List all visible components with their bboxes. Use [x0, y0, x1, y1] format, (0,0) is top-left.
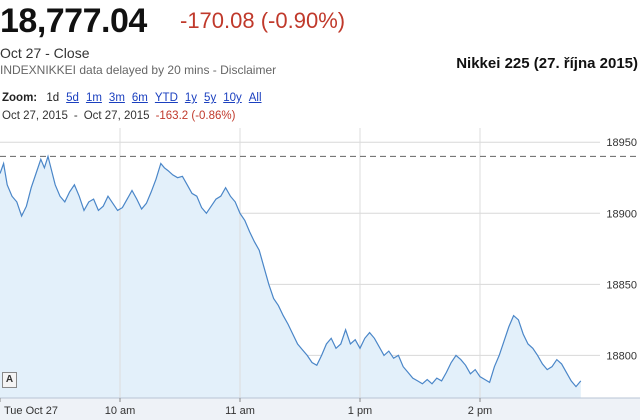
zoom-option-1y[interactable]: 1y — [184, 92, 198, 104]
zoom-option-5d[interactable]: 5d — [66, 92, 79, 104]
zoom-option-6m[interactable]: 6m — [131, 92, 148, 104]
zoom-option-1m[interactable]: 1m — [85, 92, 102, 104]
zoom-option-1d[interactable]: 1d — [46, 92, 60, 104]
delay-text: INDEXNIKKEI data delayed by 20 mins - — [0, 63, 221, 77]
range-change: -163.2 (-0.86%) — [155, 110, 236, 122]
x-tick-label: 11 am — [225, 405, 255, 417]
index-change: -170.08 (-0.90%) — [180, 8, 346, 33]
x-tick-label: 1 pm — [348, 405, 372, 417]
zoom-option-all[interactable]: All — [248, 92, 262, 104]
delay-notice: INDEXNIKKEI data delayed by 20 mins - Di… — [0, 63, 276, 77]
series-area-fill — [0, 156, 581, 398]
zoom-options: 1d 5d 1m 3m 6m YTD 1y 5y 10y All — [46, 92, 268, 104]
y-tick-label: 18800 — [606, 350, 637, 362]
x-tick-label: 2 pm — [468, 405, 492, 417]
y-tick-label: 18900 — [606, 208, 637, 220]
x-tick-label: 10 am — [105, 405, 136, 417]
x-tick-label: Tue Oct 27 — [4, 405, 58, 417]
index-price: 18,777.04 — [0, 2, 147, 40]
zoom-option-ytd[interactable]: YTD — [154, 92, 178, 104]
close-status: Oct 27 - Close — [0, 45, 90, 61]
chart-caption: Nikkei 225 (27. října 2015) — [456, 55, 638, 72]
zoom-option-5y[interactable]: 5y — [204, 92, 217, 104]
price-chart[interactable]: 18800 18850 18900 18950 Tue Oct 27 10 am 11 am… — [0, 128, 640, 420]
zoom-label: Zoom: — [2, 92, 38, 104]
annotation-button[interactable]: A — [2, 372, 17, 388]
y-tick-label: 18850 — [606, 279, 637, 291]
range-from[interactable]: Oct 27, 2015 — [2, 110, 68, 122]
range-to[interactable]: Oct 27, 2015 — [83, 110, 150, 122]
zoom-option-3m[interactable]: 3m — [108, 92, 125, 104]
range-separator: - — [73, 110, 78, 122]
disclaimer-link[interactable]: Disclaimer — [220, 63, 277, 77]
x-axis-band — [0, 398, 640, 420]
zoom-bar: Zoom: 1d 5d 1m 3m 6m YTD 1y 5y 10y All — [2, 92, 269, 104]
date-range: Oct 27, 2015- Oct 27, 2015 -163.2 (-0.86%) — [2, 110, 235, 122]
zoom-option-10y[interactable]: 10y — [223, 92, 242, 104]
chart-area[interactable]: 18800 18850 18900 18950 Tue Oct 27 10 am 11 am… — [0, 128, 640, 420]
y-tick-label: 18950 — [606, 137, 637, 149]
series-line[interactable] — [0, 154, 582, 388]
